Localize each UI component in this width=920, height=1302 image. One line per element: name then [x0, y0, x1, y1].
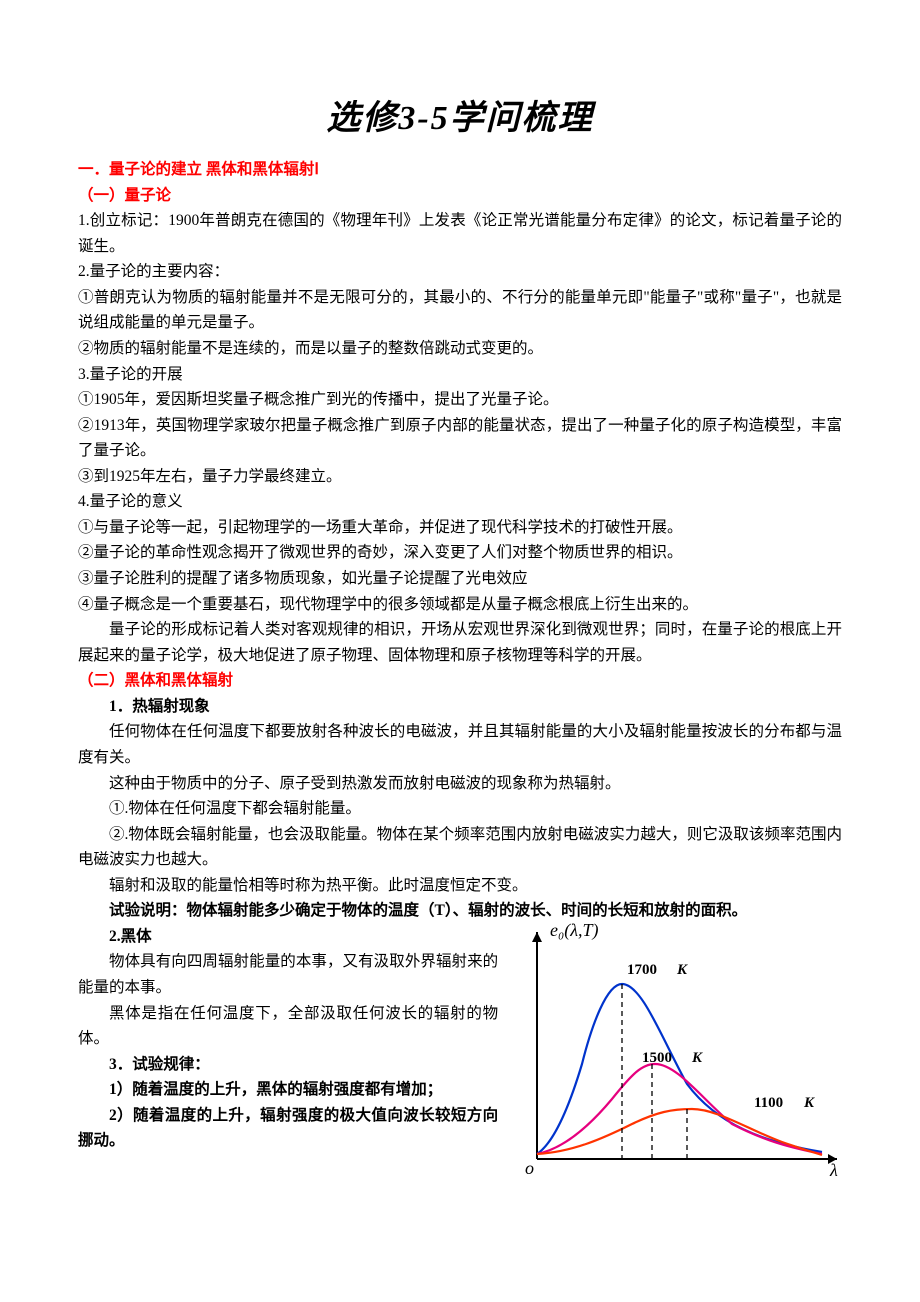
paragraph: 3.量子论的开展 [78, 362, 842, 388]
paragraph: 1.创立标记：1900年普朗克在德国的《物理年刊》上发表《论正常光谱能量分布定律… [78, 208, 842, 259]
curve [537, 984, 822, 1154]
paragraph: ②1913年，英国物理学家玻尔把量子概念推广到原子内部的能量状态，提出了一种量子… [78, 413, 842, 464]
page: 选修3-5学问梳理 一．量子论的建立 黑体和黑体辐射Ⅰ （一）量子论 1.创立标… [0, 0, 920, 1194]
x-axis-label: λ [829, 1160, 838, 1180]
subsection-heading: （二）黑体和黑体辐射 [78, 668, 842, 694]
dash-group [622, 984, 687, 1159]
paragraph: 2）随着温度的上升，辐射强度的极大值向波长较短方向挪动。 [78, 1103, 498, 1154]
paragraph: ②.物体既会辐射能量，也会汲取能量。物体在某个频率范围内放射电磁波实力越大，则它… [78, 822, 842, 873]
blackbody-chart: e₀(λ,T) λ o 1700 K 1500 K 1100 K [492, 914, 852, 1204]
subheading: 1．热辐射现象 [78, 694, 842, 720]
origin-label: o [525, 1158, 534, 1178]
page-title: 选修3-5学问梳理 [78, 90, 842, 139]
paragraph: 量子论的形成标记着人类对客观规律的相识，开场从宏观世界深化到微观世界；同时，在量… [78, 617, 842, 668]
paragraph: ③到1925年左右，量子力学最终建立。 [78, 464, 842, 490]
curve-temp-label: 1700 [627, 962, 657, 978]
paragraph: 这种由于物质中的分子、原子受到热激发而放射电磁波的现象称为热辐射。 [78, 771, 842, 797]
labels-group: 1700 K 1500 K 1100 K [627, 962, 815, 1111]
curve-temp-unit: K [691, 1050, 703, 1066]
paragraph: ②物质的辐射能量不是连续的，而是以量子的整数倍跳动式变更的。 [78, 336, 842, 362]
curve-temp-unit: K [803, 1095, 815, 1111]
paragraph: 物体具有向四周辐射能量的本事，又有汲取外界辐射来的能量的本事。 [78, 949, 498, 1000]
paragraph: 辐射和汲取的能量恰相等时称为热平衡。此时温度恒定不变。 [78, 873, 842, 899]
paragraph: ①普朗克认为物质的辐射能量并不是无限可分的，其最小的、不行分的能量单元即"能量子… [78, 285, 842, 336]
chart-section: 2.黑体 物体具有向四周辐射能量的本事，又有汲取外界辐射来的能量的本事。 黑体是… [78, 924, 842, 1154]
subsection-heading: （一）量子论 [78, 183, 842, 209]
paragraph: ③量子论胜利的提醒了诸多物质现象，如光量子论提醒了光电效应 [78, 566, 842, 592]
paragraph: 任何物体在任何温度下都要放射各种波长的电磁波，并且其辐射能量的大小及辐射能量按波… [78, 719, 842, 770]
paragraph: 黑体是指在任何温度下，全部汲取任何波长的辐射的物体。 [78, 1001, 498, 1052]
paragraph: ④量子概念是一个重要基石，现代物理学中的很多领域都是从量子概念根底上衍生出来的。 [78, 592, 842, 618]
paragraph: ①与量子论等一起，引起物理学的一场重大革命，并促进了现代科学技术的打破性开展。 [78, 515, 842, 541]
y-axis-arrow [532, 932, 542, 942]
chart-left-text: 2.黑体 物体具有向四周辐射能量的本事，又有汲取外界辐射来的能量的本事。 黑体是… [78, 924, 498, 1154]
paragraph: 2.量子论的主要内容： [78, 259, 842, 285]
paragraph: 1）随着温度的上升，黑体的辐射强度都有增加； [78, 1077, 498, 1103]
curve-temp-unit: K [676, 962, 688, 978]
paragraph: ②量子论的革命性观念揭开了微观世界的奇妙，深入变更了人们对整个物质世界的相识。 [78, 540, 842, 566]
curve-temp-label: 1100 [754, 1095, 783, 1111]
subheading: 2.黑体 [78, 924, 498, 950]
section-heading: 一．量子论的建立 黑体和黑体辐射Ⅰ [78, 157, 842, 183]
curve-temp-label: 1500 [642, 1050, 672, 1066]
subheading: 3．试验规律： [78, 1052, 498, 1078]
y-axis-label: e₀(λ,T) [550, 920, 599, 941]
paragraph: ①.物体在任何温度下都会辐射能量。 [78, 796, 842, 822]
paragraph: ①1905年，爱因斯坦奖量子概念推广到光的传播中，提出了光量子论。 [78, 387, 842, 413]
paragraph: 4.量子论的意义 [78, 489, 842, 515]
curves-group [537, 984, 822, 1155]
